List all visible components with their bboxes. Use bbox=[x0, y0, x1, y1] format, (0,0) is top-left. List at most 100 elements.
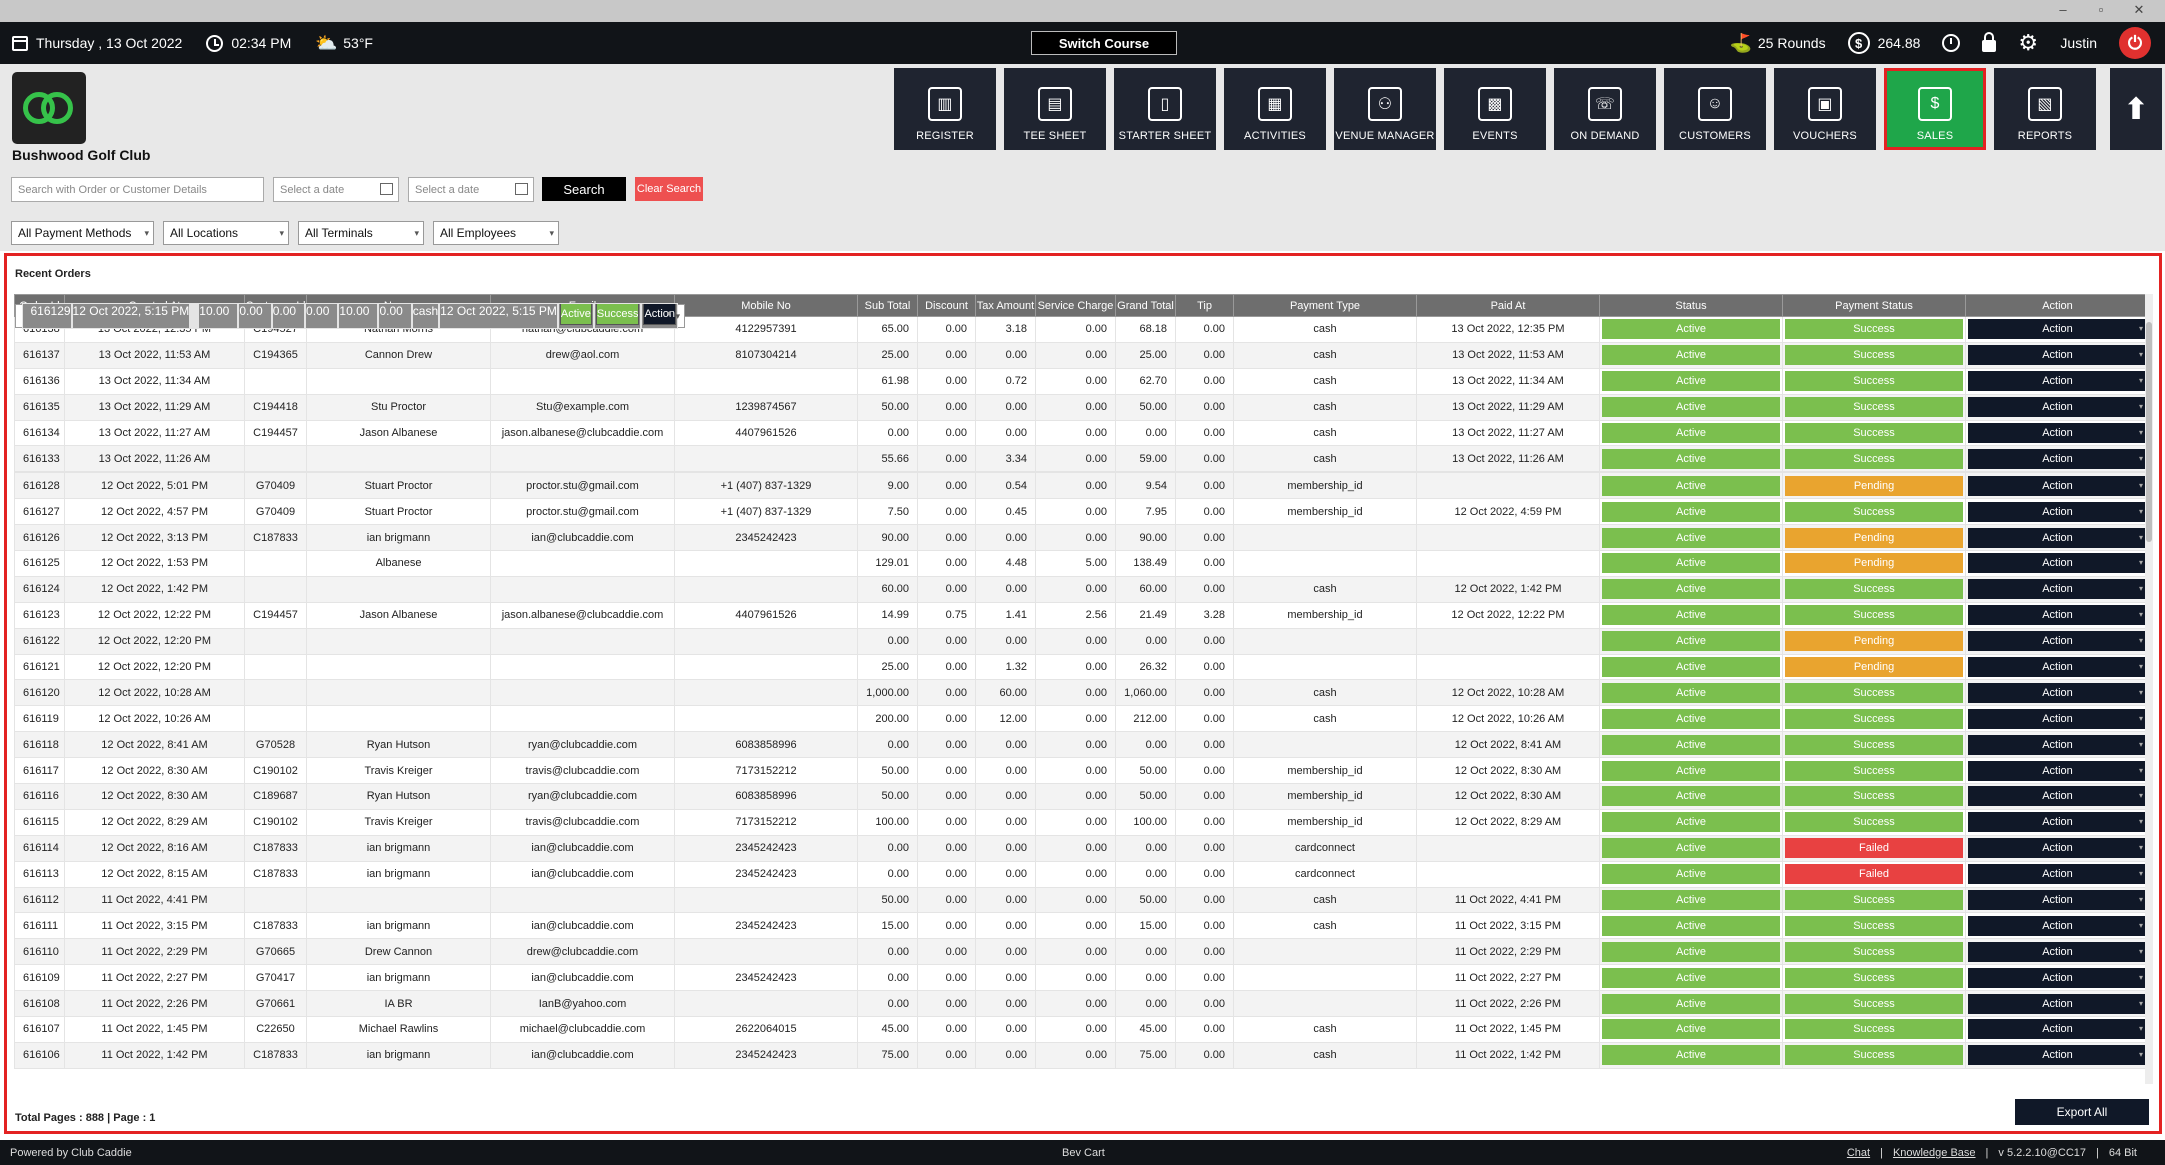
action-dropdown[interactable]: Action bbox=[1968, 708, 2147, 729]
column-header[interactable]: Status bbox=[1599, 294, 1783, 317]
action-dropdown[interactable]: Action bbox=[1968, 345, 2147, 366]
action-dropdown[interactable]: Action bbox=[1968, 631, 2147, 652]
employee-select[interactable]: All Employees bbox=[433, 221, 559, 245]
action-dropdown[interactable]: Action bbox=[1968, 1045, 2147, 1066]
calendar-icon[interactable] bbox=[380, 183, 393, 195]
search-button[interactable]: Search bbox=[542, 177, 626, 201]
export-all-button[interactable]: Export All bbox=[2015, 1099, 2149, 1125]
action-dropdown[interactable]: Action bbox=[1968, 553, 2147, 574]
table-row[interactable]: 616112 11 Oct 2022, 4:41 PM 50.00 0.00 0.00 0… bbox=[14, 886, 2149, 914]
table-row[interactable]: 616137 13 Oct 2022, 11:53 AM C194365 Cannon… bbox=[14, 341, 2149, 369]
nav-tee-sheet[interactable]: ▤ TEE SHEET bbox=[1004, 68, 1106, 150]
action-dropdown[interactable]: Action bbox=[1968, 371, 2147, 392]
table-row[interactable]: 616125 12 Oct 2022, 1:53 PM Albanese 129.01… bbox=[14, 550, 2149, 577]
knowledge-base-link[interactable]: Knowledge Base bbox=[1892, 1146, 1976, 1159]
column-header[interactable]: Tax Amount bbox=[975, 294, 1036, 317]
action-dropdown[interactable]: Action bbox=[1968, 1019, 2147, 1040]
gear-icon[interactable]: ⚙ bbox=[2018, 30, 2039, 55]
action-dropdown[interactable]: Action bbox=[1968, 915, 2147, 936]
table-row[interactable]: 616123 12 Oct 2022, 12:22 PM C194457 Jason … bbox=[14, 601, 2149, 629]
column-header[interactable]: Sub Total bbox=[857, 294, 918, 317]
column-header[interactable]: Payment Status bbox=[1782, 294, 1966, 317]
terminal-select[interactable]: All Terminals bbox=[298, 221, 424, 245]
switch-course-button[interactable]: Switch Course bbox=[1031, 31, 1177, 55]
date-to-input[interactable]: Select a date bbox=[408, 177, 534, 202]
lock-icon[interactable] bbox=[1982, 32, 1997, 52]
column-header[interactable]: Payment Type bbox=[1233, 294, 1417, 317]
user-name[interactable]: Justin bbox=[2060, 35, 2097, 51]
column-header[interactable]: Tip bbox=[1175, 294, 1234, 317]
table-row[interactable]: 616118 12 Oct 2022, 8:41 AM G70528 Ryan Hut… bbox=[14, 731, 2149, 759]
action-dropdown[interactable]: Action bbox=[1968, 838, 2147, 859]
column-header[interactable]: Paid At bbox=[1416, 294, 1600, 317]
table-row[interactable]: 616122 12 Oct 2022, 12:20 PM 0.00 0.00 0.00 0… bbox=[14, 627, 2149, 655]
column-header[interactable]: Action bbox=[1965, 294, 2149, 317]
column-header[interactable]: Service Charge bbox=[1035, 294, 1116, 317]
amount-display[interactable]: $ 264.88 bbox=[1847, 32, 1920, 54]
clear-search-button[interactable]: Clear Search bbox=[635, 177, 703, 201]
action-dropdown[interactable]: Action bbox=[1968, 760, 2147, 781]
table-row[interactable]: 616119 12 Oct 2022, 10:26 AM 200.00 0.00 12.… bbox=[14, 705, 2149, 733]
action-dropdown[interactable]: Action bbox=[643, 304, 677, 326]
table-row[interactable]: 616136 13 Oct 2022, 11:34 AM 61.98 0.00 0.72… bbox=[14, 367, 2149, 395]
nav-events[interactable]: ▩ EVENTS bbox=[1444, 68, 1546, 150]
table-row[interactable]: 616114 12 Oct 2022, 8:16 AM C187833 ian bri… bbox=[14, 834, 2149, 862]
action-dropdown[interactable]: Action bbox=[1968, 657, 2147, 678]
table-row[interactable]: 616113 12 Oct 2022, 8:15 AM C187833 ian bri… bbox=[14, 860, 2149, 888]
restore-icon[interactable]: ▫ bbox=[2098, 2, 2104, 17]
action-dropdown[interactable]: Action bbox=[1968, 941, 2147, 962]
column-header[interactable]: Discount bbox=[917, 294, 976, 317]
nav-register[interactable]: ▥ REGISTER bbox=[894, 68, 996, 150]
action-dropdown[interactable]: Action bbox=[1968, 501, 2147, 522]
table-row[interactable]: 616110 11 Oct 2022, 2:29 PM G70665 Drew Can… bbox=[14, 938, 2149, 966]
table-row[interactable]: 616124 12 Oct 2022, 1:42 PM 60.00 0.00 0.00 0… bbox=[14, 575, 2149, 603]
table-row[interactable]: 616126 12 Oct 2022, 3:13 PM C187833 ian bri… bbox=[14, 524, 2149, 552]
table-row[interactable]: 616134 13 Oct 2022, 11:27 AM C194457 Jason … bbox=[14, 419, 2149, 447]
action-dropdown[interactable]: Action bbox=[1968, 967, 2147, 988]
table-row[interactable]: 616129 12 Oct 2022, 5:15 PM 10.00 0.00 0.00 0… bbox=[14, 303, 686, 329]
nav-customers[interactable]: ☺ CUSTOMERS bbox=[1664, 68, 1766, 150]
power-button[interactable]: ⏻ bbox=[2119, 27, 2151, 59]
nav-starter-sheet[interactable]: ▯ STARTER SHEET bbox=[1114, 68, 1216, 150]
nav-sales[interactable]: $ SALES bbox=[1884, 68, 1986, 150]
action-dropdown[interactable]: Action bbox=[1968, 397, 2147, 418]
action-dropdown[interactable]: Action bbox=[1968, 812, 2147, 833]
action-dropdown[interactable]: Action bbox=[1968, 734, 2147, 755]
table-row[interactable]: 616116 12 Oct 2022, 8:30 AM C189687 Ryan Hu… bbox=[14, 783, 2149, 810]
table-row[interactable]: 616128 12 Oct 2022, 5:01 PM G70409 Stuart P… bbox=[14, 472, 2149, 500]
table-row[interactable]: 616108 11 Oct 2022, 2:26 PM G70661 IA BR Ian… bbox=[14, 990, 2149, 1018]
location-select[interactable]: All Locations bbox=[163, 221, 289, 245]
action-dropdown[interactable]: Action bbox=[1968, 890, 2147, 911]
action-dropdown[interactable]: Action bbox=[1968, 527, 2147, 548]
rounds-display[interactable]: ⛳ 25 Rounds bbox=[1730, 33, 1826, 53]
action-dropdown[interactable]: Action bbox=[1968, 423, 2147, 443]
action-dropdown[interactable]: Action bbox=[1968, 993, 2147, 1014]
table-row[interactable]: 616127 12 Oct 2022, 4:57 PM G70409 Stuart P… bbox=[14, 498, 2149, 526]
search-input[interactable]: Search with Order or Customer Details bbox=[11, 177, 264, 202]
calendar-icon[interactable] bbox=[515, 183, 528, 195]
close-icon[interactable]: ✕ bbox=[2133, 2, 2145, 17]
nav-reports[interactable]: ▧ REPORTS bbox=[1994, 68, 2096, 150]
table-row[interactable]: 616111 11 Oct 2022, 3:15 PM C187833 ian bri… bbox=[14, 912, 2149, 940]
table-row[interactable]: 616135 13 Oct 2022, 11:29 AM C194418 Stu Pr… bbox=[14, 393, 2149, 421]
table-row[interactable]: 616107 11 Oct 2022, 1:45 PM C22650 Michael … bbox=[14, 1016, 2149, 1043]
table-row[interactable]: 616120 12 Oct 2022, 10:28 AM 1,000.00 0.00 6… bbox=[14, 679, 2149, 707]
table-row[interactable]: 616106 11 Oct 2022, 1:42 PM C187833 ian bri… bbox=[14, 1041, 2149, 1069]
action-dropdown[interactable]: Action bbox=[1968, 448, 2147, 469]
action-dropdown[interactable]: Action bbox=[1968, 475, 2147, 496]
history-icon[interactable] bbox=[1942, 34, 1961, 52]
table-scrollbar[interactable] bbox=[2145, 294, 2153, 1084]
nav-on-demand[interactable]: ☏ ON DEMAND bbox=[1554, 68, 1656, 150]
nav-venue-manager[interactable]: ⚇ VENUE MANAGER bbox=[1334, 68, 1436, 150]
scroll-up-button[interactable]: ⬆ bbox=[2110, 68, 2162, 150]
chat-link[interactable]: Chat bbox=[1846, 1146, 1871, 1159]
table-row[interactable]: 616117 12 Oct 2022, 8:30 AM C190102 Travis … bbox=[14, 757, 2149, 785]
minimize-icon[interactable]: – bbox=[2059, 2, 2067, 17]
scrollbar-thumb[interactable] bbox=[2146, 322, 2152, 542]
action-dropdown[interactable]: Action bbox=[1968, 682, 2147, 703]
action-dropdown[interactable]: Action bbox=[1968, 579, 2147, 600]
nav-activities[interactable]: ▦ ACTIVITIES bbox=[1224, 68, 1326, 150]
nav-vouchers[interactable]: ▣ VOUCHERS bbox=[1774, 68, 1876, 150]
table-row[interactable]: 616109 11 Oct 2022, 2:27 PM G70417 ian brig… bbox=[14, 964, 2149, 992]
table-row[interactable]: 616121 12 Oct 2022, 12:20 PM 25.00 0.00 1.32… bbox=[14, 653, 2149, 681]
